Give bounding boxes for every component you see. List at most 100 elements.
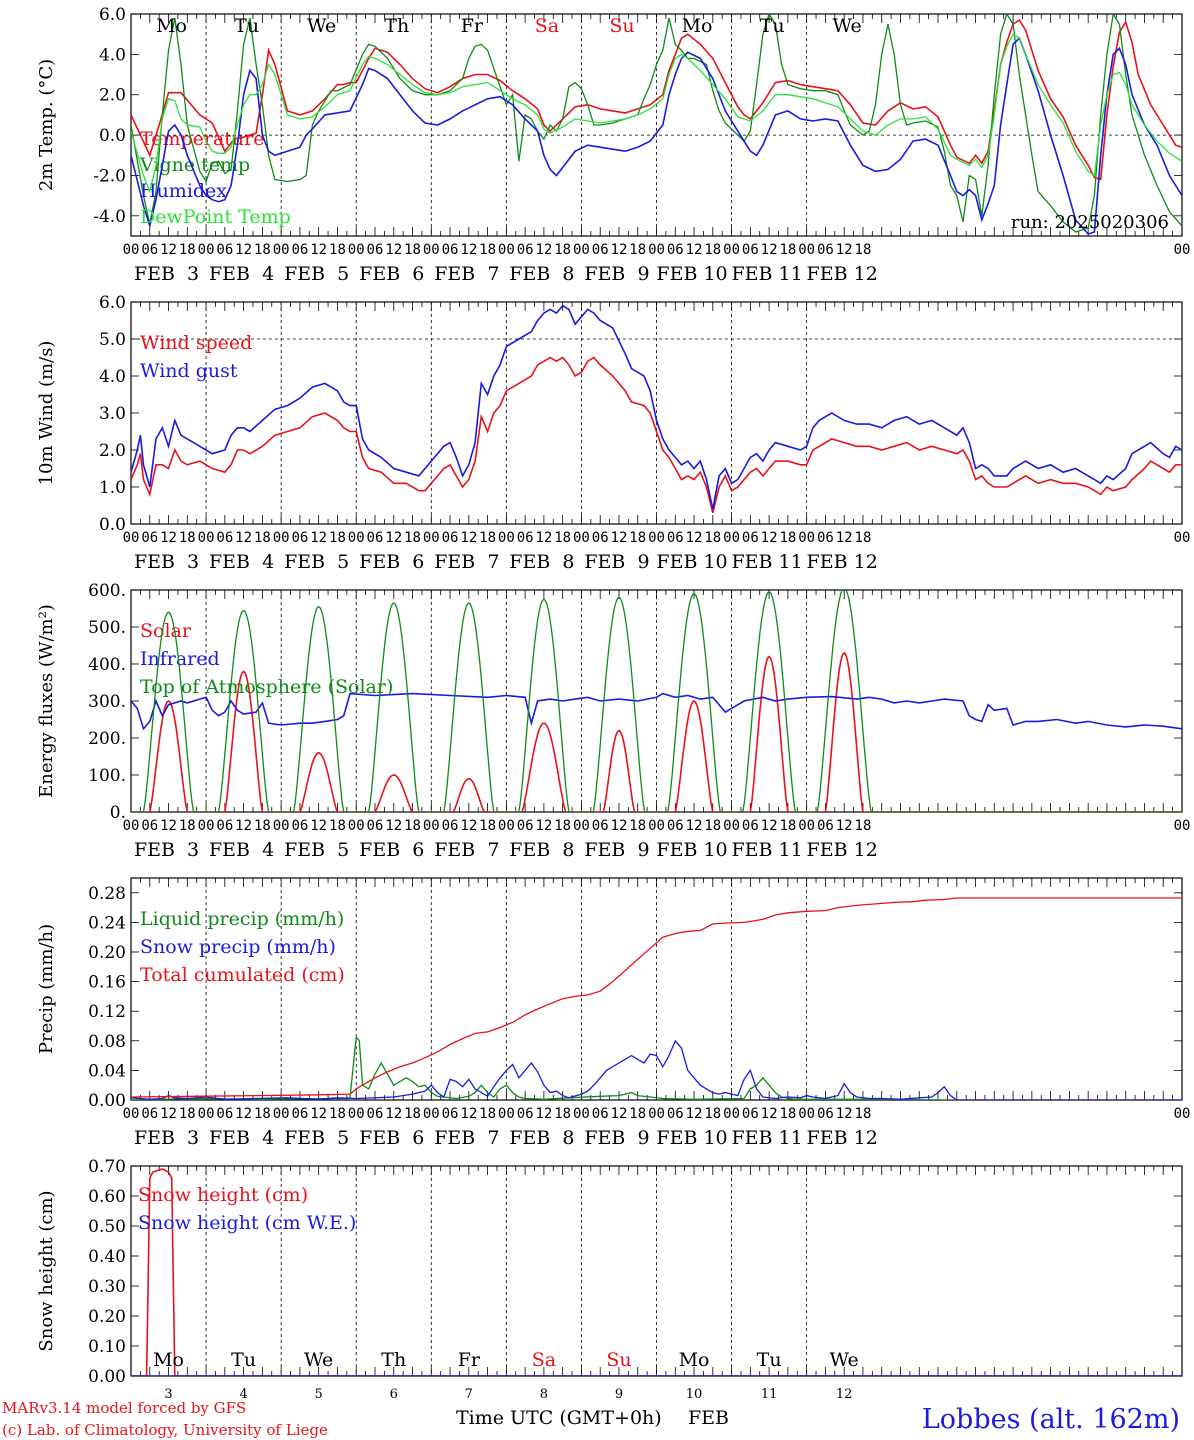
x-date-label: FEB 7 (434, 263, 499, 285)
x-hour-label: 00 (198, 242, 215, 258)
y-tick-label: 0.00 (88, 1367, 126, 1387)
x-hour-label: 18 (704, 530, 721, 546)
legend-entry: Solar (140, 620, 192, 642)
x-hour-label: 06 (667, 1106, 684, 1122)
x-hour-label: 00 (498, 1106, 515, 1122)
y-tick-label: 0.00 (88, 1091, 126, 1111)
x-hour-label: 06 (592, 530, 609, 546)
panel-1: 6.04.02.00.0-2.0-4.02m Temp. (°C) Tempera… (36, 5, 1190, 285)
y-tick-label: 0.08 (88, 1032, 126, 1052)
x-hour-label: 18 (554, 242, 571, 258)
x-hour-label: 06 (291, 242, 308, 258)
x-hour-label: 12 (535, 530, 552, 546)
x-date-label: FEB 11 (731, 839, 802, 861)
x-hour-label: 12 (160, 530, 177, 546)
x-date-label: FEB 7 (434, 551, 499, 573)
x-hour-label: 06 (592, 818, 609, 834)
panel-3: 600. 500. 400. 300. 200. 100. 0. Energy fluxes … (36, 581, 1190, 861)
x-hour-label: 12 (160, 818, 177, 834)
x-hour-label: 06 (367, 818, 384, 834)
x-hour-label: 06 (141, 818, 158, 834)
x-hour-label: 12 (836, 1106, 853, 1122)
x-date-label: FEB 10 (656, 263, 727, 285)
x-hour-label: 00 (723, 242, 740, 258)
series-infrared (131, 692, 1182, 731)
y-tick-label: 0.20 (88, 1307, 126, 1327)
x-hour-label: 12 (611, 818, 628, 834)
x-hour-label: 06 (442, 818, 459, 834)
x-hour-label: 18 (329, 1106, 346, 1122)
weekday-label: Tu (760, 15, 785, 37)
weekday-label: We (304, 1349, 333, 1371)
x-hour-label: 00 (573, 530, 590, 546)
x-hour-label: 12 (310, 242, 327, 258)
y-tick-label: 4.0 (99, 367, 126, 387)
x-date-label: FEB 9 (584, 839, 649, 861)
x-date-label: FEB 8 (509, 551, 574, 573)
y-tick-label: 0. (110, 803, 126, 823)
x-hour-label: 00 (348, 530, 365, 546)
x-hour-label: 12 (235, 1106, 252, 1122)
x-hour-label: 00 (498, 818, 515, 834)
y-tick-label: 5.0 (99, 330, 126, 350)
x-date-label: FEB 8 (509, 1127, 574, 1149)
x-hour-label: 00 (573, 1106, 590, 1122)
footer: MARv3.14 model forced by GFS (c) Lab. of… (2, 1399, 1180, 1439)
x-hour-label: 00 (423, 1106, 440, 1122)
weekday-label: Th (381, 1349, 406, 1371)
panel-2: 6.0 5.0 4.0 3.0 2.0 1.0 0.0 10m Wind (m/s) Wind … (36, 293, 1190, 573)
x-hour-label: 06 (667, 530, 684, 546)
x-hour-label: 06 (742, 1106, 759, 1122)
x-hour-label: 00 (423, 242, 440, 258)
x-hour-label: 12 (310, 530, 327, 546)
legend-entry: Snow precip (mm/h) (140, 936, 336, 958)
x-date-label: FEB 10 (656, 551, 727, 573)
x-hour-label: 12 (686, 530, 703, 546)
x-hour-label: 18 (179, 530, 196, 546)
x-hour-label: 18 (855, 1106, 872, 1122)
x-hour-label: 18 (404, 242, 421, 258)
x-hour-label: 00 (1174, 530, 1191, 546)
y-axis-label: Energy fluxes (W/m²) (36, 604, 57, 798)
legend-entry: Liquid precip (mm/h) (140, 908, 344, 930)
x-hour-label: 06 (442, 530, 459, 546)
x-hour-label: 18 (254, 242, 271, 258)
x-hour-label: 00 (1174, 242, 1191, 258)
x-hour-label: 00 (573, 818, 590, 834)
x-hour-label: 12 (460, 1106, 477, 1122)
x-date-label: FEB 9 (584, 263, 649, 285)
x-hour-label: 00 (123, 818, 140, 834)
y-tick-label: 0.0 (99, 515, 126, 535)
x-hour-label: 06 (667, 242, 684, 258)
x-hour-label: 06 (592, 242, 609, 258)
x-hour-label: 18 (479, 242, 496, 258)
x-date-label: FEB 4 (209, 1127, 274, 1149)
weekday-label: Th (384, 15, 409, 37)
weekday-label: Mo (153, 1349, 184, 1371)
x-hour-label: 18 (779, 818, 796, 834)
x-hour-label: 12 (160, 242, 177, 258)
x-hour-label: 18 (254, 1106, 271, 1122)
x-hour-label: 12 (235, 818, 252, 834)
x-hour-label: 06 (216, 818, 233, 834)
legend-entry: Snow height (cm) (138, 1184, 308, 1206)
y-tick-label: 0.16 (88, 973, 126, 993)
weekday-label: Su (606, 1349, 631, 1371)
x-date-label: FEB 6 (359, 551, 424, 573)
x-hour-label: 00 (123, 242, 140, 258)
x-date-label: FEB 3 (134, 839, 199, 861)
x-hour-label: 12 (836, 242, 853, 258)
x-hour-label: 00 (1174, 818, 1191, 834)
x-hour-label: 00 (798, 818, 815, 834)
day-number-label: 11 (761, 1387, 778, 1402)
x-hour-label: 12 (535, 242, 552, 258)
x-date-label: FEB 11 (731, 263, 802, 285)
x-hour-label: 00 (798, 242, 815, 258)
y-tick-label: -2.0 (93, 166, 126, 186)
weekday-label: Tu (231, 1349, 256, 1371)
x-hour-label: 00 (123, 1106, 140, 1122)
legend-entry: Vigne temp (139, 154, 250, 176)
panels: 6.04.02.00.0-2.0-4.02m Temp. (°C) Tempera… (36, 5, 1190, 1402)
x-hour-label: 18 (329, 242, 346, 258)
x-hour-label: 12 (385, 242, 402, 258)
